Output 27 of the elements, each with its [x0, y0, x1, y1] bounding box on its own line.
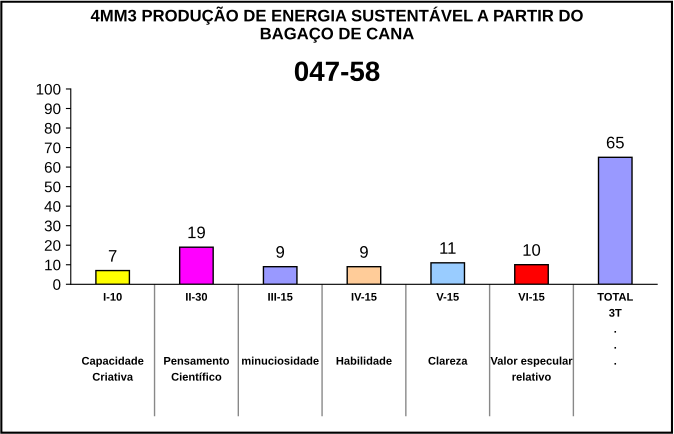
category-label: I-10 Capacidade Criativa: [82, 292, 144, 381]
category-label: V-15 Clareza: [428, 293, 468, 365]
data-label: 19: [188, 226, 205, 238]
y-tick-label: 80: [44, 122, 60, 134]
data-label: 10: [524, 244, 540, 256]
chart-subtitle: 047-58: [294, 61, 380, 82]
y-tick-label: 50: [44, 181, 60, 192]
y-tick-label: 90: [44, 103, 60, 114]
category-label: III-15 minuciosidade: [242, 293, 319, 365]
category-label: TOTAL 3T . . .: [597, 292, 633, 365]
category-label: IV-15 Habilidade: [336, 293, 392, 365]
data-label: 11: [440, 242, 456, 254]
category-label: II-30 Pensamento Científico: [164, 292, 230, 381]
chart-title: 4MM3 PRODUÇÃO DE ENERGIA SUSTENTÁVEL A PARTIR DO BAGAÇO DE CANA: [90, 6, 583, 43]
data-label: 65: [606, 136, 624, 148]
y-tick-label: 30: [44, 220, 60, 232]
y-tick-label: 20: [44, 240, 60, 251]
data-label: 7: [108, 250, 116, 262]
y-tick-label: 10: [45, 260, 60, 270]
y-tick-label: 70: [44, 142, 60, 154]
data-label: 9: [276, 246, 284, 258]
category-label: VI-15 Valor especular relativo: [490, 293, 572, 381]
data-label: 9: [360, 246, 368, 258]
y-tick-label: 0: [53, 279, 60, 290]
y-tick-label: 100: [36, 84, 60, 95]
y-tick-label: 40: [44, 201, 60, 212]
y-tick-label: 60: [44, 162, 60, 173]
